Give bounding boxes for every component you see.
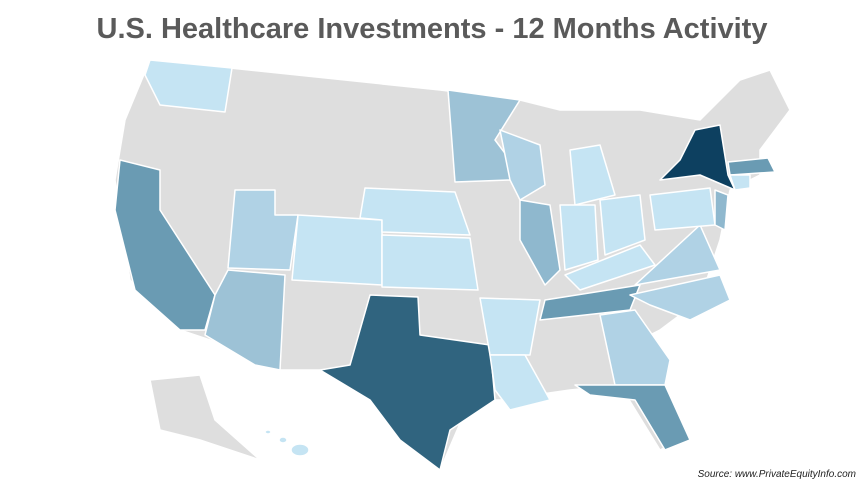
wisconsin xyxy=(499,129,546,201)
us-map xyxy=(114,59,791,471)
indiana xyxy=(559,204,599,271)
virginia xyxy=(634,224,721,286)
florida xyxy=(574,384,691,451)
alaska xyxy=(149,374,261,461)
hawaii xyxy=(290,443,310,457)
title: U.S. Healthcare Investments - 12 Months … xyxy=(97,13,768,45)
new-jersey xyxy=(714,189,729,231)
kentucky xyxy=(564,244,656,291)
new-york xyxy=(659,124,736,191)
washington xyxy=(144,59,233,113)
california xyxy=(114,159,216,331)
texas xyxy=(319,294,496,471)
colorado xyxy=(291,214,383,286)
hawaii xyxy=(264,429,272,435)
connecticut xyxy=(729,174,751,191)
pennsylvania xyxy=(649,187,716,231)
massachusetts xyxy=(727,157,776,176)
ohio xyxy=(599,194,646,256)
source: Source: www.PrivateEquityInfo.com xyxy=(698,469,856,480)
arkansas xyxy=(479,297,541,356)
kansas xyxy=(381,234,479,291)
georgia xyxy=(599,309,671,386)
arizona xyxy=(204,269,286,371)
north-carolina xyxy=(629,274,731,321)
louisiana xyxy=(489,354,551,411)
illinois xyxy=(519,199,561,286)
hawaii xyxy=(278,436,288,444)
nebraska xyxy=(359,187,471,236)
michigan xyxy=(569,144,616,206)
